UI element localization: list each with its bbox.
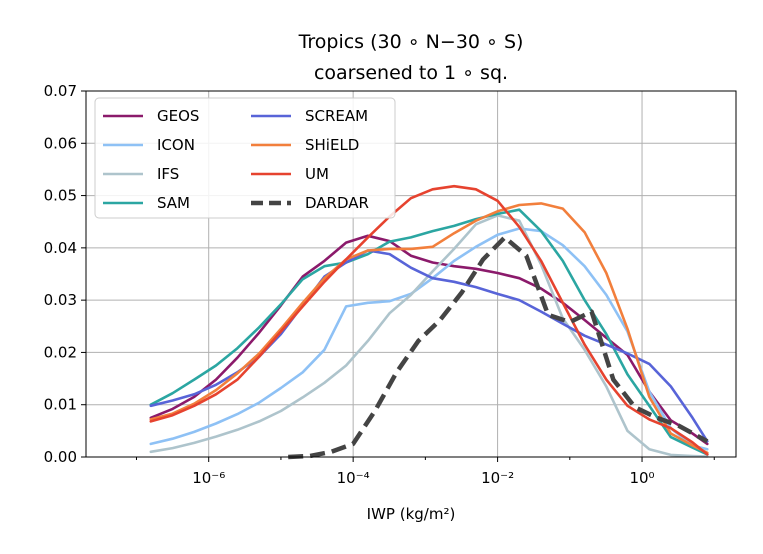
x-tick-label: 10⁻²	[481, 469, 514, 487]
legend-label-scream: SCREAM	[305, 107, 368, 125]
y-tick-label: 0.03	[44, 291, 77, 309]
series-line-shield	[149, 202, 709, 455]
y-tick-label: 0.02	[44, 343, 77, 361]
series-line-sam	[149, 208, 709, 456]
chart-subtitle: coarsened to 1 ∘ sq.	[314, 62, 508, 84]
y-tick-label: 0.01	[44, 396, 77, 414]
series-lines	[149, 184, 709, 460]
x-tick-label: 10⁰	[629, 469, 654, 487]
y-tick-label: 0.04	[44, 239, 77, 257]
legend-label-geos: GEOS	[157, 107, 199, 125]
legend-label-dardar: DARDAR	[305, 194, 369, 212]
y-tick-label: 0.00	[44, 448, 77, 466]
legend-label-sam: SAM	[157, 194, 190, 212]
legend-label-icon: ICON	[157, 136, 195, 154]
y-tick-label: 0.07	[44, 82, 77, 100]
series-line-um	[149, 184, 709, 456]
x-tick-label: 10⁻⁶	[192, 469, 225, 487]
y-ticks: 0.00 0.01 0.02 0.03 0.04 0.05 0.06 0.07	[44, 82, 86, 466]
y-tick-label: 0.06	[44, 134, 77, 152]
x-ticks: 10⁻⁶ 10⁻⁴ 10⁻² 10⁰	[135, 457, 715, 487]
y-tick-label: 0.05	[44, 187, 77, 205]
series-line-dardar	[288, 235, 709, 460]
chart-title: Tropics (30 ∘ N−30 ∘ S)	[298, 31, 524, 53]
legend-label-um: UM	[305, 165, 329, 183]
series-line-ifs	[149, 214, 709, 458]
legend: GEOS ICON IFS SAM SCREAM SHiELD UM DARDAR	[94, 97, 396, 219]
plot-frame	[85, 90, 737, 458]
legend-box	[94, 97, 396, 219]
x-tick-label: 10⁻⁴	[337, 469, 370, 487]
x-axis-label: IWP (kg/m²)	[367, 505, 456, 523]
legend-label-ifs: IFS	[157, 165, 179, 183]
legend-label-shield: SHiELD	[305, 136, 359, 154]
